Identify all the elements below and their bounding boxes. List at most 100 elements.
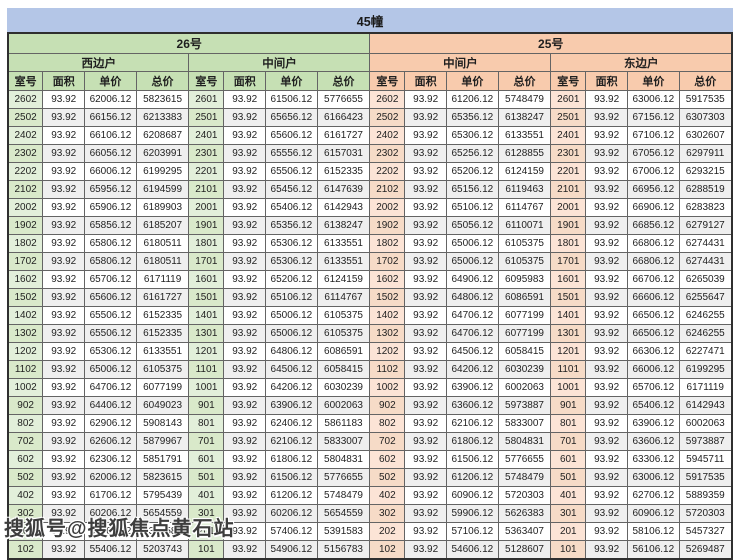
cell-unit-price: 55406.12	[84, 540, 137, 560]
cell-room: 1702	[369, 252, 406, 271]
cell-unit-price: 65006.12	[446, 234, 499, 253]
cell-room: 701	[188, 432, 225, 451]
cell-total-price: 6110071	[497, 216, 552, 235]
cell-area: 93.92	[223, 342, 267, 361]
cell-area: 93.92	[42, 540, 86, 560]
cell-area: 93.92	[223, 378, 267, 397]
cell-total-price: 5626383	[497, 504, 552, 523]
cell-unit-price: 65406.12	[627, 396, 680, 415]
cell-room: 101	[550, 540, 587, 560]
cell-area: 93.92	[223, 360, 267, 379]
cell-total-price: 5945711	[678, 450, 733, 469]
cell-area: 93.92	[223, 324, 267, 343]
cell-room: 2401	[550, 126, 587, 145]
cell-area: 93.92	[42, 504, 86, 523]
cell-room: 1502	[7, 288, 44, 307]
cell-total-price: 6189903	[135, 198, 190, 217]
cell-room: 401	[188, 486, 225, 505]
cell-unit-price: 54606.12	[446, 540, 499, 560]
cell-room: 302	[369, 504, 406, 523]
cell-room: 2401	[188, 126, 225, 145]
cell-area: 93.92	[42, 216, 86, 235]
col-header-unit-price: 单价	[446, 71, 499, 91]
unit-25-east: 东边户	[550, 53, 733, 72]
cell-room: 1602	[7, 270, 44, 289]
cell-unit-price: 65256.12	[446, 144, 499, 163]
cell-total-price: 6105375	[316, 306, 371, 325]
cell-area: 93.92	[585, 432, 629, 451]
cell-area: 93.92	[404, 90, 448, 109]
cell-unit-price: 57406.12	[265, 522, 318, 541]
cell-area: 93.92	[585, 306, 629, 325]
cell-unit-price: 63906.12	[265, 396, 318, 415]
cell-area: 93.92	[404, 414, 448, 433]
col-header-total-price: 总价	[135, 71, 190, 91]
cell-area: 93.92	[404, 270, 448, 289]
cell-room: 501	[550, 468, 587, 487]
cell-room: 1002	[7, 378, 44, 397]
cell-area: 93.92	[404, 504, 448, 523]
cell-unit-price: 65206.12	[265, 270, 318, 289]
cell-total-price: 6147639	[316, 180, 371, 199]
cell-area: 93.92	[223, 270, 267, 289]
cell-area: 93.92	[404, 468, 448, 487]
cell-area: 93.92	[585, 540, 629, 560]
cell-unit-price: 59906.12	[446, 504, 499, 523]
cell-total-price: 6302607	[678, 126, 733, 145]
cell-room: 1401	[550, 306, 587, 325]
cell-area: 93.92	[223, 486, 267, 505]
cell-total-price: 6171119	[135, 270, 190, 289]
cell-area: 93.92	[42, 414, 86, 433]
cell-total-price: 5823615	[135, 468, 190, 487]
cell-unit-price: 63906.12	[446, 378, 499, 397]
cell-total-price: 6152335	[135, 324, 190, 343]
cell-room: 2501	[188, 108, 225, 127]
cell-total-price: 6138247	[497, 108, 552, 127]
cell-total-price: 6105375	[135, 360, 190, 379]
cell-area: 93.92	[223, 288, 267, 307]
cell-area: 93.92	[404, 324, 448, 343]
cell-total-price: 6293215	[678, 162, 733, 181]
cell-total-price: 5833007	[497, 414, 552, 433]
cell-room: 502	[7, 468, 44, 487]
cell-room: 2301	[550, 144, 587, 163]
cell-room: 2102	[369, 180, 406, 199]
cell-room: 902	[369, 396, 406, 415]
cell-room: 602	[7, 450, 44, 469]
cell-unit-price: 62406.12	[265, 414, 318, 433]
cell-area: 93.92	[404, 360, 448, 379]
cell-room: 2102	[7, 180, 44, 199]
cell-area: 93.92	[42, 270, 86, 289]
cell-unit-price: 65956.12	[84, 180, 137, 199]
cell-unit-price: 65906.12	[84, 198, 137, 217]
cell-area: 93.92	[42, 252, 86, 271]
cell-total-price: 5861183	[316, 414, 371, 433]
cell-unit-price: 65706.12	[84, 270, 137, 289]
cell-room: 1302	[369, 324, 406, 343]
cell-room: 501	[188, 468, 225, 487]
cell-room: 1501	[188, 288, 225, 307]
cell-total-price: 6274431	[678, 252, 733, 271]
cell-unit-price: 61506.12	[265, 90, 318, 109]
cell-room: 902	[7, 396, 44, 415]
cell-room: 702	[369, 432, 406, 451]
cell-unit-price: 66806.12	[627, 234, 680, 253]
cell-total-price: 6180511	[135, 252, 190, 271]
cell-room: 301	[188, 504, 225, 523]
table-row: 902 93.92 64406.12 6049023 901 93.92 63906.12 6…	[7, 396, 733, 415]
cell-area: 93.92	[585, 324, 629, 343]
cell-unit-price: 64206.12	[446, 360, 499, 379]
cell-area: 93.92	[585, 360, 629, 379]
cell-unit-price: 67006.12	[627, 162, 680, 181]
cell-unit-price: 54906.12	[265, 540, 318, 560]
cell-total-price: 6194599	[135, 180, 190, 199]
cell-unit-price: 62306.12	[84, 450, 137, 469]
cell-area: 93.92	[404, 522, 448, 541]
cell-area: 93.92	[42, 90, 86, 109]
col-header-total-price: 总价	[678, 71, 733, 91]
cell-total-price: 6002063	[316, 396, 371, 415]
cell-unit-price: 65106.12	[265, 288, 318, 307]
cell-room: 1602	[369, 270, 406, 289]
cell-area: 93.92	[585, 144, 629, 163]
table-row: 1102 93.92 65006.12 6105375 1101 93.92 64506.1…	[7, 360, 733, 379]
